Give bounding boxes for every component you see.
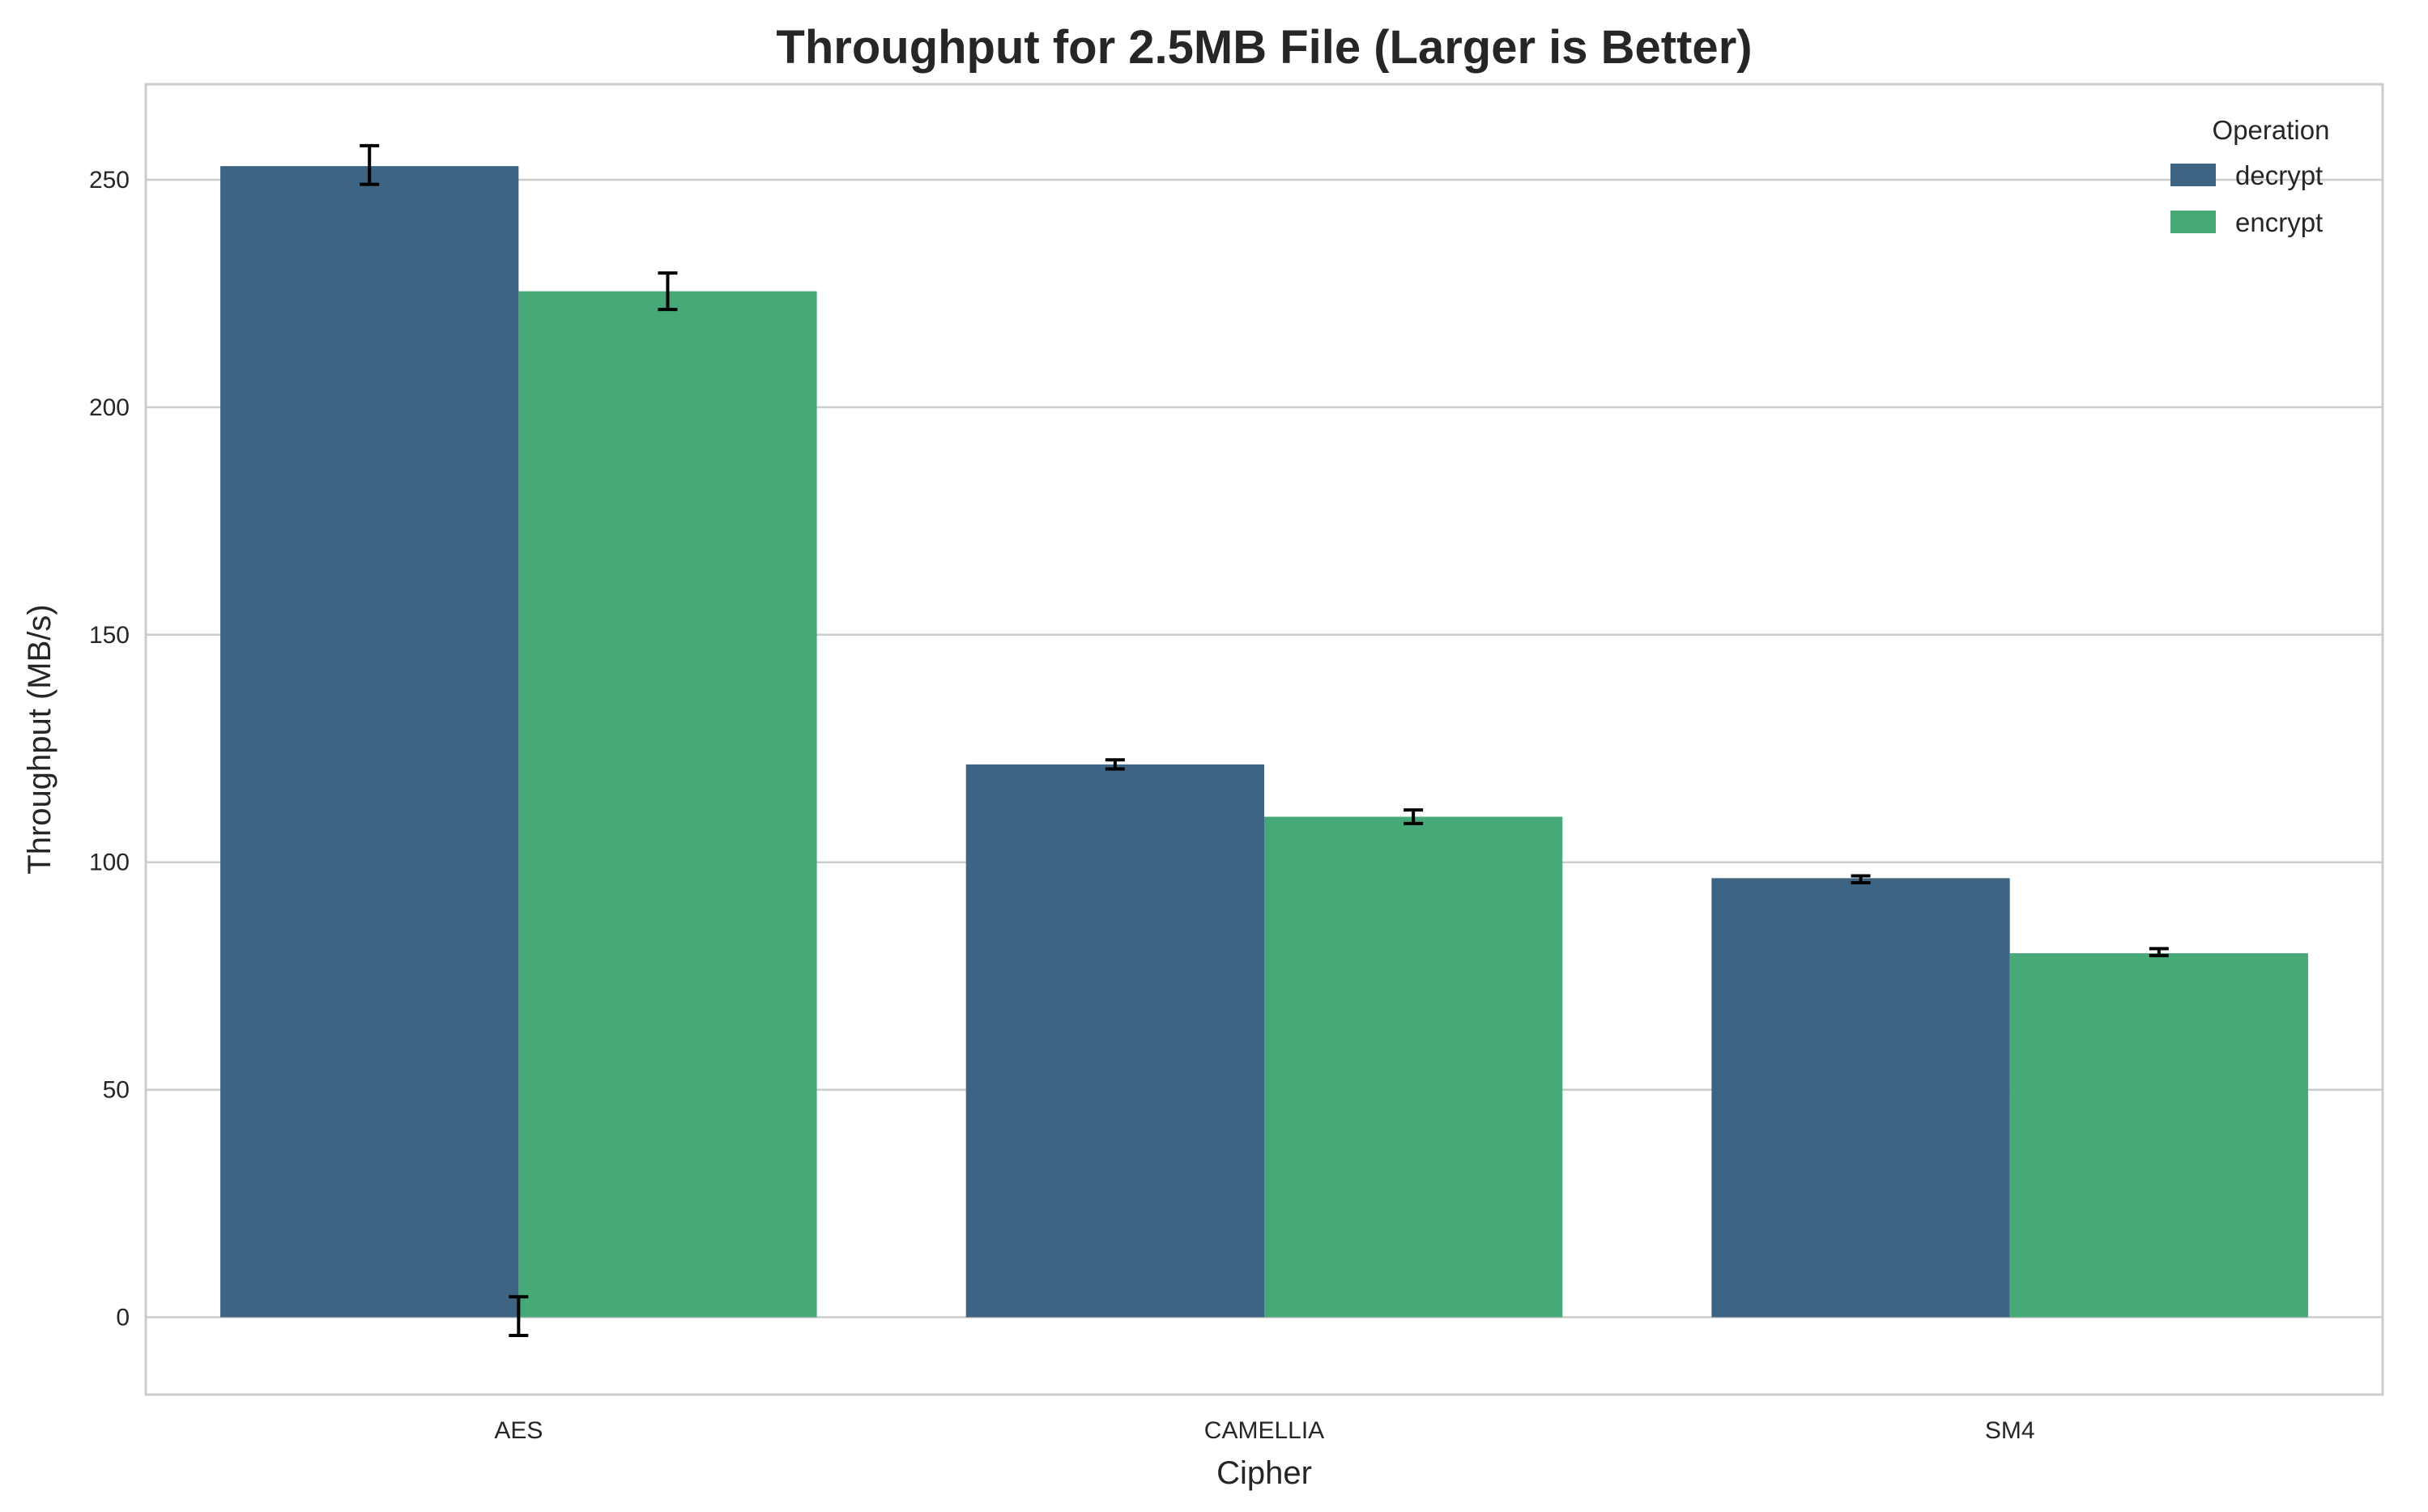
x-axis-label: Cipher [1216,1455,1312,1491]
bar-decrypt-sm4 [1711,878,2010,1318]
x-tick-labels: AES CAMELLIA SM4 [494,1417,2034,1444]
y-tick-label: 0 [116,1304,130,1331]
legend-label-decrypt: decrypt [2235,160,2323,190]
legend-title: Operation [2213,115,2330,145]
y-tick-label: 150 [89,622,130,649]
y-tick-labels: 0 50 100 150 200 250 [89,167,130,1331]
legend-swatch-decrypt [2170,164,2216,186]
legend-swatch-encrypt [2170,211,2216,233]
legend-label-encrypt: encrypt [2235,207,2323,237]
y-axis-label: Throughput (MB/s) [22,604,58,874]
bar-encrypt-camellia [1264,816,1563,1318]
bars [220,166,2308,1318]
bar-encrypt-sm4 [2009,953,2308,1318]
y-tick-label: 50 [103,1077,130,1104]
legend-items: decrypt encrypt [2170,160,2323,237]
bar-decrypt-aes [220,166,519,1318]
y-tick-label: 200 [89,394,130,421]
bar-decrypt-camellia [965,764,1264,1318]
x-tick-label: AES [494,1417,543,1444]
y-tick-label: 100 [89,850,130,876]
x-tick-label: CAMELLIA [1204,1417,1324,1444]
legend: Operation decrypt encrypt [2170,115,2329,237]
error-bars [360,143,2169,1337]
y-tick-label: 250 [89,167,130,194]
x-tick-label: SM4 [1985,1417,2035,1444]
chart-title: Throughput for 2.5MB File (Larger is Bet… [776,21,1752,74]
plot-frame [144,83,2384,1396]
bar-encrypt-aes [518,291,817,1318]
